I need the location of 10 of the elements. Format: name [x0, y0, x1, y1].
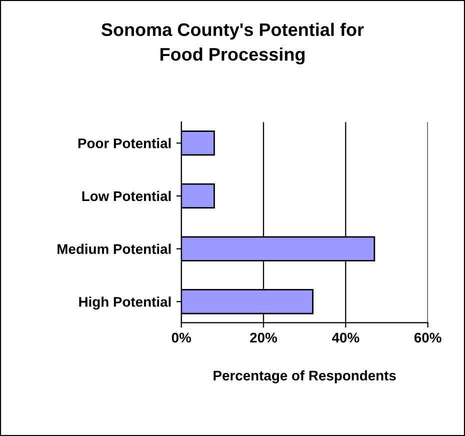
x-axis-title: Percentage of Respondents	[214, 370, 396, 384]
y-tick-label: High Potential	[79, 296, 171, 310]
x-tick-label: 40%	[332, 332, 360, 343]
x-tick-label: 0%	[172, 332, 192, 343]
x-tick-label: 60%	[414, 332, 442, 343]
y-tick-label: Poor Potential	[78, 138, 171, 148]
chart-title: Sonoma County's Potential for Food Processing	[101, 22, 364, 64]
x-tick-label: 20%	[250, 332, 278, 343]
y-tick-label: Low Potential	[82, 190, 171, 202]
y-tick-label: Medium Potential	[58, 244, 171, 254]
